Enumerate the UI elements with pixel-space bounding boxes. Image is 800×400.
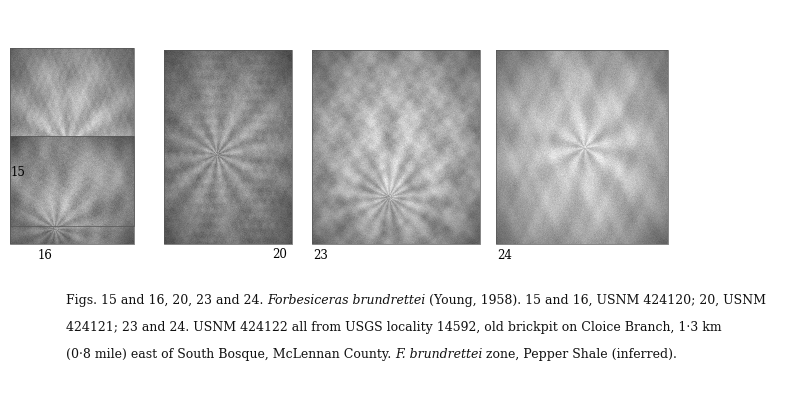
Text: 23: 23 <box>314 249 329 262</box>
Text: Forbesiceras brundrettei: Forbesiceras brundrettei <box>267 294 426 307</box>
Text: 24: 24 <box>498 249 513 262</box>
Text: (Young, 1958). 15 and 16, USNM 424120; 20, USNM: (Young, 1958). 15 and 16, USNM 424120; 2… <box>426 294 766 307</box>
Text: (0·8 mile) east of South Bosque, McLennan County.: (0·8 mile) east of South Bosque, McLenna… <box>66 348 395 362</box>
Text: 15: 15 <box>10 166 26 179</box>
Text: 424121; 23 and 24. USNM 424122 all from USGS locality 14592, old brickpit on Clo: 424121; 23 and 24. USNM 424122 all from … <box>66 321 722 334</box>
Text: 20: 20 <box>272 248 287 261</box>
Text: 16: 16 <box>38 249 53 262</box>
Text: zone, Pepper Shale (inferred).: zone, Pepper Shale (inferred). <box>482 348 677 362</box>
Text: Figs. 15 and 16, 20, 23 and 24.: Figs. 15 and 16, 20, 23 and 24. <box>66 294 267 307</box>
Text: F. brundrettei: F. brundrettei <box>395 348 482 362</box>
